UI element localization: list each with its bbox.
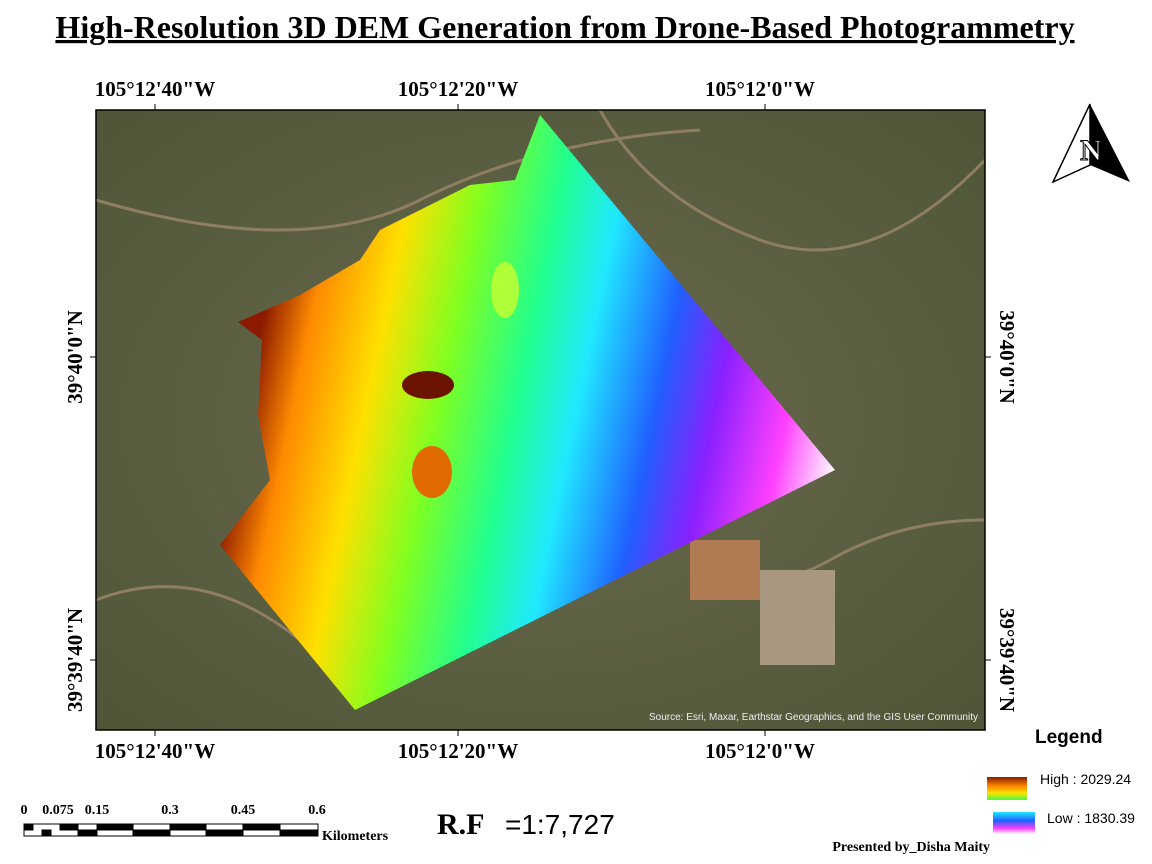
graticule-ticks xyxy=(90,104,991,736)
field xyxy=(760,570,835,665)
grid-label: 39°39'40"N xyxy=(63,608,87,712)
dem-peak xyxy=(402,371,454,399)
grid-labels: 105°12'40"W 105°12'20"W 105°12'0"W 105°1… xyxy=(63,77,1019,763)
legend: Legend High : 2029.24 Low : 1830.39 xyxy=(987,727,1135,834)
title: High-Resolution 3D DEM Generation from D… xyxy=(55,9,1074,45)
dem-raster xyxy=(220,115,835,710)
legend-label: Low : 1830.39 xyxy=(1047,810,1135,826)
legend-swatch xyxy=(993,812,1035,834)
grid-label: 105°12'0"W xyxy=(705,739,815,763)
north-arrow: N xyxy=(1051,103,1130,184)
rf-label: R.F xyxy=(437,808,485,841)
legend-title: Legend xyxy=(1035,727,1103,748)
grid-label: 105°12'40"W xyxy=(95,77,215,101)
rf-value: =1:7,727 xyxy=(505,809,615,840)
scale-unit: Kilometers xyxy=(322,829,389,844)
grid-label: 39°39'40"N xyxy=(995,608,1019,712)
scale-label: 0.6 xyxy=(308,803,326,818)
grid-label: 39°40'0"N xyxy=(995,310,1019,404)
legend-swatch xyxy=(987,777,1027,800)
field xyxy=(690,540,760,600)
grid-label: 39°40'0"N xyxy=(63,310,87,404)
map-frame: Source: Esri, Maxar, Earthstar Geographi… xyxy=(95,109,987,731)
neatline xyxy=(95,109,986,731)
scale-label: 0.075 xyxy=(42,803,74,818)
legend-label: High : 2029.24 xyxy=(1040,771,1131,787)
dem-peak xyxy=(412,446,452,498)
grid-label: 105°12'0"W xyxy=(705,77,815,101)
grid-label: 105°12'40"W xyxy=(95,739,215,763)
dem-ridge xyxy=(491,262,519,318)
scale-label: 0.15 xyxy=(85,803,110,818)
credit: Presented by_Disha Maity xyxy=(832,840,990,855)
grid-label: 105°12'20"W xyxy=(398,739,518,763)
attribution: Source: Esri, Maxar, Earthstar Geographi… xyxy=(649,712,978,723)
scale-bar: 0 0.075 0.15 0.3 0.45 0.6 Kilometers xyxy=(21,803,389,844)
road xyxy=(95,109,987,642)
scale-label: 0 xyxy=(21,803,28,818)
north-label: N xyxy=(1080,134,1102,167)
scale-label: 0.3 xyxy=(161,803,179,818)
scale-label: 0.45 xyxy=(231,803,256,818)
grid-label: 105°12'20"W xyxy=(398,77,518,101)
